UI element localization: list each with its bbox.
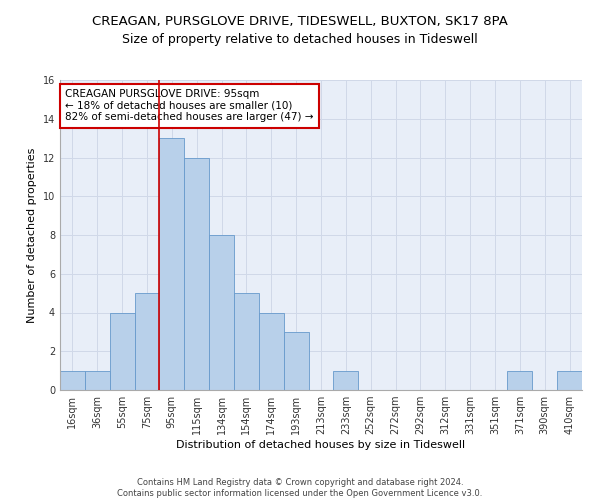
- Bar: [60, 370, 85, 390]
- Bar: [508, 370, 532, 390]
- Bar: [85, 370, 110, 390]
- Bar: [557, 370, 582, 390]
- Bar: [259, 312, 284, 390]
- Bar: [110, 312, 134, 390]
- Text: CREAGAN, PURSGLOVE DRIVE, TIDESWELL, BUXTON, SK17 8PA: CREAGAN, PURSGLOVE DRIVE, TIDESWELL, BUX…: [92, 15, 508, 28]
- Bar: [134, 293, 160, 390]
- Text: Size of property relative to detached houses in Tideswell: Size of property relative to detached ho…: [122, 32, 478, 46]
- Y-axis label: Number of detached properties: Number of detached properties: [27, 148, 37, 322]
- Bar: [184, 158, 209, 390]
- X-axis label: Distribution of detached houses by size in Tideswell: Distribution of detached houses by size …: [176, 440, 466, 450]
- Bar: [284, 332, 308, 390]
- Bar: [160, 138, 184, 390]
- Bar: [334, 370, 358, 390]
- Text: Contains HM Land Registry data © Crown copyright and database right 2024.
Contai: Contains HM Land Registry data © Crown c…: [118, 478, 482, 498]
- Bar: [209, 235, 234, 390]
- Bar: [234, 293, 259, 390]
- Text: CREAGAN PURSGLOVE DRIVE: 95sqm
← 18% of detached houses are smaller (10)
82% of : CREAGAN PURSGLOVE DRIVE: 95sqm ← 18% of …: [65, 90, 314, 122]
